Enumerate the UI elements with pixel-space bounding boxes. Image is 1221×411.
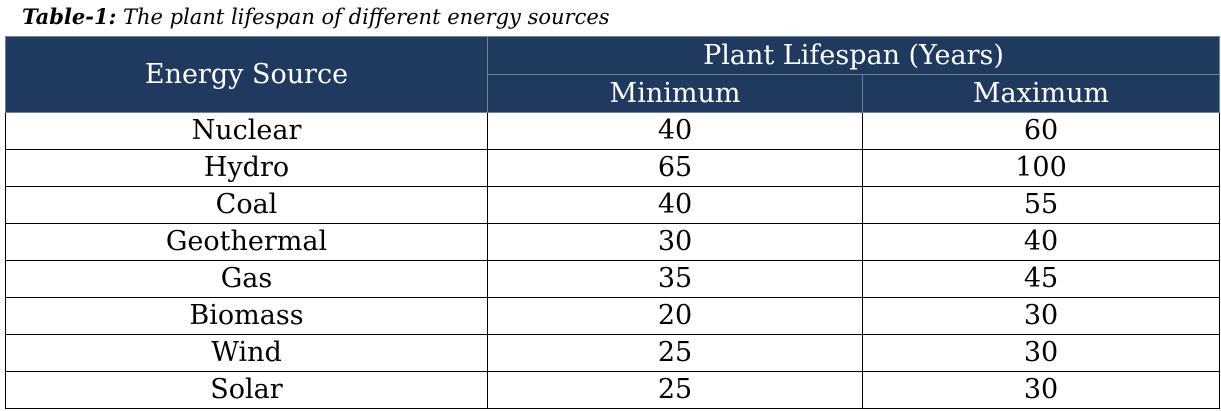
table-header: Energy Source Plant Lifespan (Years) Min…: [5, 36, 1221, 113]
table-body: Nuclear 40 60 Hydro 65 100 Coal 40 55 Ge…: [5, 112, 1221, 409]
maximum-cell: 45: [861, 260, 1221, 298]
table-row: Nuclear 40 60: [5, 112, 1221, 150]
minimum-cell: 40: [487, 186, 863, 224]
header-row-top: Energy Source Plant Lifespan (Years): [5, 36, 1221, 113]
energy-source-cell: Coal: [5, 186, 488, 224]
lifespan-table: Energy Source Plant Lifespan (Years) Min…: [5, 36, 1221, 409]
maximum-cell: 60: [861, 112, 1221, 150]
energy-source-cell: Nuclear: [5, 112, 488, 150]
table-row: Wind 25 30: [5, 334, 1221, 372]
energy-source-cell: Geothermal: [5, 223, 488, 261]
energy-source-cell: Wind: [5, 334, 488, 372]
minimum-cell: 40: [487, 112, 863, 150]
minimum-cell: 30: [487, 223, 863, 261]
minimum-cell: 65: [487, 149, 863, 187]
maximum-cell: 30: [861, 371, 1221, 409]
table-row: Solar 25 30: [5, 371, 1221, 409]
minimum-cell: 25: [487, 371, 863, 409]
minimum-cell: 20: [487, 297, 863, 335]
minimum-cell: 35: [487, 260, 863, 298]
table-row: Biomass 20 30: [5, 297, 1221, 335]
caption-text: The plant lifespan of different energy s…: [116, 5, 610, 29]
table-row: Gas 35 45: [5, 260, 1221, 298]
energy-source-header: Energy Source: [5, 36, 488, 113]
caption-label: Table-1:: [22, 4, 117, 29]
table-caption: Table-1: The plant lifespan of different…: [22, 3, 610, 31]
minimum-cell: 25: [487, 334, 863, 372]
maximum-cell: 100: [861, 149, 1221, 187]
energy-source-cell: Hydro: [5, 149, 488, 187]
table-row: Coal 40 55: [5, 186, 1221, 224]
energy-source-cell: Gas: [5, 260, 488, 298]
maximum-cell: 40: [861, 223, 1221, 261]
maximum-cell: 30: [861, 297, 1221, 335]
energy-source-cell: Biomass: [5, 297, 488, 335]
table-row: Hydro 65 100: [5, 149, 1221, 187]
maximum-header: Maximum: [861, 74, 1221, 113]
energy-source-cell: Solar: [5, 371, 488, 409]
header-row-sub: Minimum Maximum: [6, 74, 1221, 113]
minimum-header: Minimum: [487, 74, 863, 113]
maximum-cell: 55: [861, 186, 1221, 224]
maximum-cell: 30: [861, 334, 1221, 372]
plant-lifespan-header: Plant Lifespan (Years): [486, 36, 1221, 75]
table-row: Geothermal 30 40: [5, 223, 1221, 261]
